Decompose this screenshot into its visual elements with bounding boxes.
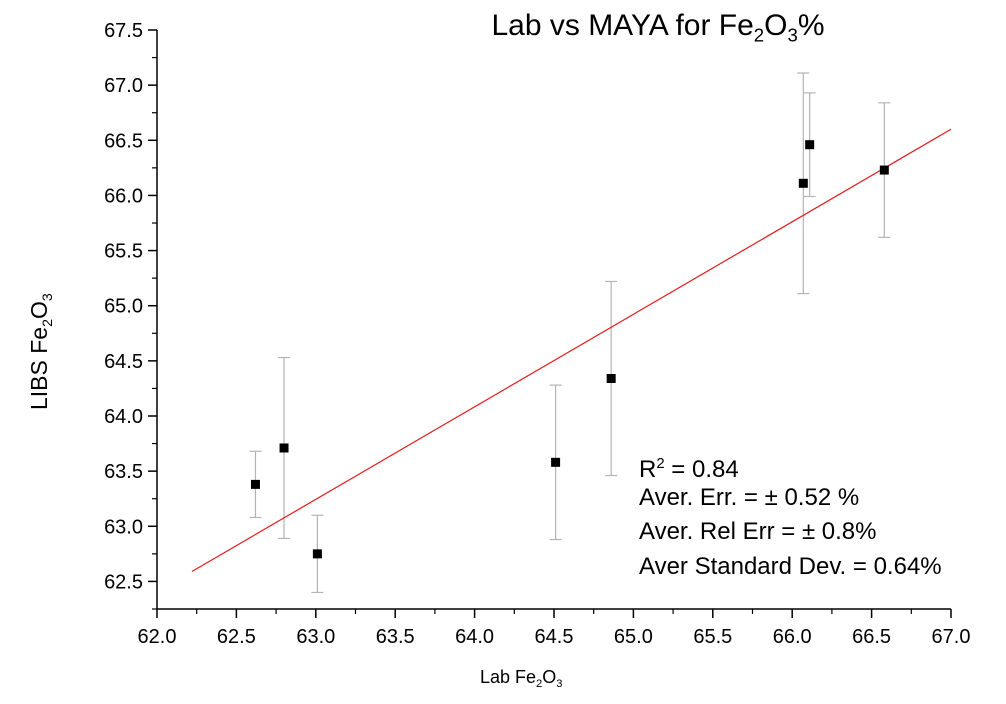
fit-line-group — [191, 128, 952, 573]
x-tick-label: 65.5 — [693, 626, 732, 648]
x-tick-label: 66.0 — [773, 626, 812, 648]
y-tick-label: 66.0 — [104, 185, 143, 207]
x-axis-label: Lab Fe2O3 — [480, 667, 563, 690]
x-tick-label: 63.5 — [376, 626, 415, 648]
data-point — [879, 165, 889, 175]
annotation-std-dev: Aver Standard Dev. = 0.64% — [639, 553, 942, 580]
error-bars — [249, 72, 891, 594]
x-tick-label: 64.0 — [455, 626, 494, 648]
y-tick-label: 64.0 — [104, 406, 143, 428]
x-tick-label: 63.0 — [296, 626, 335, 648]
y-tick-label: 67.5 — [104, 20, 143, 42]
x-tick-label: 66.5 — [852, 626, 891, 648]
data-point — [798, 178, 808, 188]
y-tick-label: 67.0 — [104, 75, 143, 97]
data-point — [551, 457, 561, 467]
data-point — [250, 479, 260, 489]
data-point — [805, 140, 815, 150]
y-tick-label: 62.5 — [104, 571, 143, 593]
ticks: 62.0 62.5 63.0 63.5 64.0 64.5 65.0 65.5 66.0 66.5… — [104, 20, 970, 648]
x-tick-label: 62.5 — [217, 626, 256, 648]
annotation-r2: R2 = 0.84 — [639, 455, 739, 483]
y-tick-label: 64.5 — [104, 351, 143, 373]
y-tick-label: 65.0 — [104, 296, 143, 318]
x-tick-label: 64.5 — [535, 626, 574, 648]
y-tick-label: 63.0 — [104, 516, 143, 538]
chart-title: Lab vs MAYA for Fe2O3% — [491, 9, 825, 46]
data-point — [279, 443, 289, 453]
y-tick-label: 65.5 — [104, 241, 143, 263]
x-tick-label: 65.0 — [614, 626, 653, 648]
annotation-avg-rel-err: Aver. Rel Err = ± 0.8% — [639, 518, 877, 545]
annotation-avg-err: Aver. Err. = ± 0.52 % — [639, 484, 860, 511]
data-point — [312, 549, 322, 559]
x-tick-label: 62.0 — [138, 626, 177, 648]
y-tick-label: 66.5 — [104, 130, 143, 152]
data-points — [250, 140, 889, 559]
fit-line — [191, 128, 952, 573]
y-axis-label: LIBS Fe2O3 — [26, 293, 56, 410]
y-tick-label: 63.5 — [104, 461, 143, 483]
data-point — [606, 374, 616, 384]
x-tick-label: 67.0 — [932, 626, 971, 648]
